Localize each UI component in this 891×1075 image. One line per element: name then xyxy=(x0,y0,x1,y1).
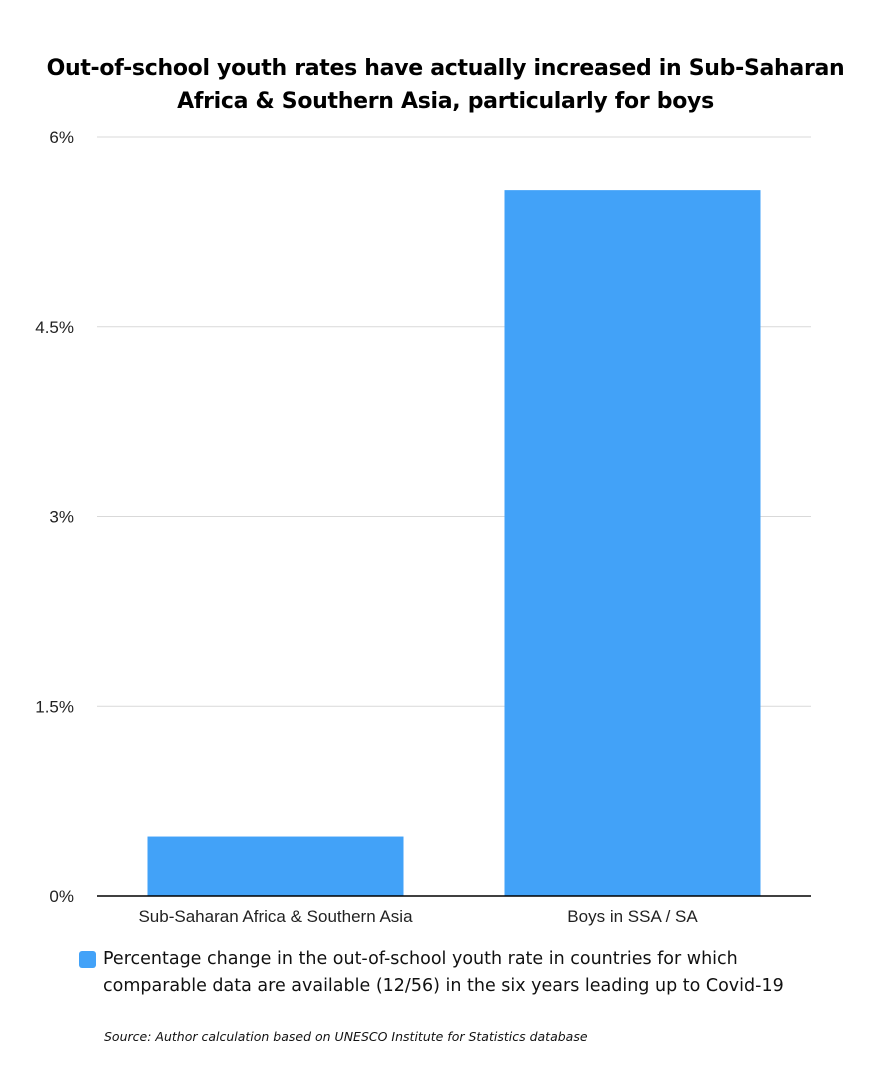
y-tick-label: 3% xyxy=(49,508,74,527)
x-category-label: Sub-Saharan Africa & Southern Asia xyxy=(138,907,413,926)
source-note: Source: Author calculation based on UNES… xyxy=(104,1029,588,1044)
labels: 0% 1.5% 3% 4.5% 6% Sub-Saharan Africa & South… xyxy=(35,128,698,926)
x-category-label: Boys in SSA / SA xyxy=(567,907,698,926)
y-tick-label: 6% xyxy=(49,128,74,147)
bars xyxy=(147,190,761,896)
bar xyxy=(147,836,404,896)
y-tick-label: 0% xyxy=(49,887,74,906)
legend-label: Percentage change in the out-of-school y… xyxy=(103,949,784,996)
legend-swatch xyxy=(79,951,96,968)
y-tick-label: 4.5% xyxy=(35,318,74,337)
y-tick-label: 1.5% xyxy=(35,697,74,716)
bar xyxy=(504,190,761,896)
chart-title: Out-of-school youth rates have actually … xyxy=(46,56,845,114)
